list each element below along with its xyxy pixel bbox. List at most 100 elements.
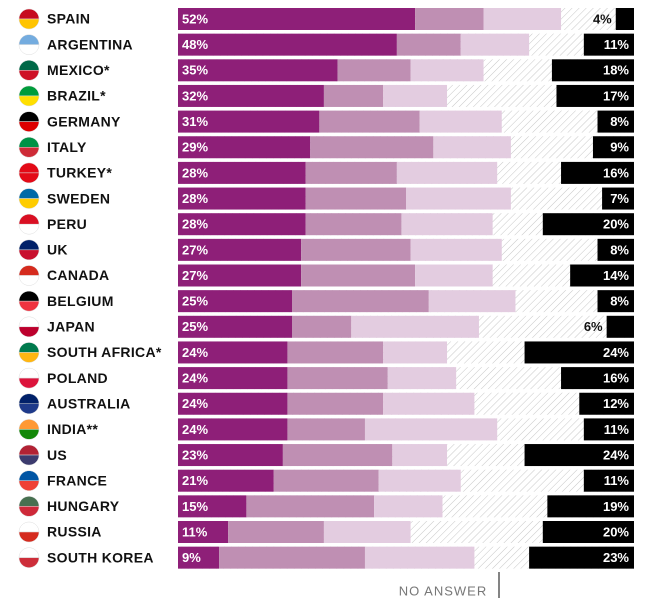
value-label: 27% (182, 242, 208, 257)
country-label: FRANCE (47, 472, 107, 488)
bar-segment (570, 264, 634, 287)
flag (18, 249, 40, 261)
value-label: 16% (603, 165, 629, 180)
flag (18, 213, 40, 225)
country-label: ARGENTINA (47, 36, 133, 52)
country-label: GERMANY (47, 113, 121, 129)
flag (18, 137, 40, 148)
flag (18, 367, 40, 379)
value-label: 16% (603, 371, 629, 386)
bar-segment (392, 444, 448, 467)
flag (18, 8, 40, 20)
value-label: 52% (182, 11, 208, 26)
bar-segment (246, 495, 375, 518)
value-label: 19% (603, 499, 629, 514)
bar-segment (561, 367, 634, 390)
bar-segment (178, 546, 220, 569)
bar-segment (178, 418, 288, 441)
value-label: 20% (603, 217, 629, 232)
bar-segment (383, 341, 448, 364)
bar-segment (287, 392, 384, 415)
flag (18, 547, 40, 558)
country-label: CANADA (47, 267, 109, 283)
country-label: TURKEY* (47, 165, 112, 181)
bar-segment (178, 136, 311, 159)
flag (18, 521, 40, 533)
bar-segment (396, 161, 498, 184)
bar-segment (579, 392, 634, 415)
value-label: 28% (182, 217, 208, 232)
bar-segment (337, 59, 411, 82)
bar-segment (542, 213, 634, 236)
bar-segment (178, 264, 302, 287)
value-label: 24% (182, 422, 208, 437)
value-label: 21% (182, 473, 208, 488)
bar-segment (524, 444, 634, 467)
bar-segment (483, 8, 562, 30)
bar-segment (287, 341, 384, 364)
value-label: 35% (182, 63, 208, 78)
flag (18, 326, 40, 338)
bar-segment (305, 213, 402, 236)
flag (18, 275, 40, 286)
bar-segment (178, 341, 288, 364)
bar-segment (305, 161, 397, 184)
country-label: POLAND (47, 370, 108, 386)
country-label: ITALY (47, 139, 87, 155)
country-label: BRAZIL* (47, 88, 106, 104)
bar-segment (433, 136, 511, 159)
annotation: NO ANSWER (399, 583, 487, 598)
bar-segment (615, 8, 634, 30)
bar-segment (606, 315, 634, 338)
bar-segment (556, 84, 634, 107)
country-label: BELGIUM (47, 293, 114, 309)
bar-segment (583, 469, 634, 492)
bar-segment (323, 84, 384, 107)
bar-segment (602, 187, 634, 210)
value-label: 24% (603, 345, 629, 360)
country-label: INDIA** (47, 421, 98, 437)
bar-segment (178, 367, 288, 390)
flag (18, 444, 40, 456)
bar-segment (292, 290, 429, 313)
flag (18, 393, 40, 404)
bar-segment (178, 315, 292, 338)
value-label: 25% (182, 294, 208, 309)
flag (18, 147, 40, 158)
value-label: 25% (182, 319, 208, 334)
bar-segment (383, 392, 475, 415)
bar-segment (378, 469, 461, 492)
bar-segment (410, 238, 502, 261)
flag (18, 85, 40, 97)
bar-segment (597, 238, 634, 261)
bar-segment (583, 33, 634, 56)
bar-segment (529, 546, 634, 569)
bar-segment (178, 290, 292, 313)
bar-segment (583, 418, 634, 441)
country-label: JAPAN (47, 319, 95, 335)
bar-segment (364, 418, 498, 441)
country-label: HUNGARY (47, 498, 120, 514)
flag (18, 34, 40, 45)
value-label: 8% (610, 114, 629, 129)
value-label: 23% (182, 447, 208, 462)
flag (18, 531, 40, 543)
bar-segment (428, 290, 516, 313)
bar-segment (351, 315, 479, 338)
flag (18, 172, 40, 184)
bar-segment (410, 59, 484, 82)
country-label: RUSSIA (47, 524, 102, 540)
value-label: 11% (182, 524, 208, 539)
bar-segment (561, 161, 634, 184)
flag (18, 419, 40, 430)
bar-segment (178, 187, 306, 210)
flag (18, 18, 40, 30)
bar-segment (301, 264, 416, 287)
bar-segment (415, 8, 484, 30)
bar-segment (178, 84, 324, 107)
bar-segment (178, 110, 320, 133)
country-label: UK (47, 242, 68, 258)
bar-segment (292, 315, 352, 338)
value-label: 20% (603, 524, 629, 539)
flag (18, 111, 40, 122)
